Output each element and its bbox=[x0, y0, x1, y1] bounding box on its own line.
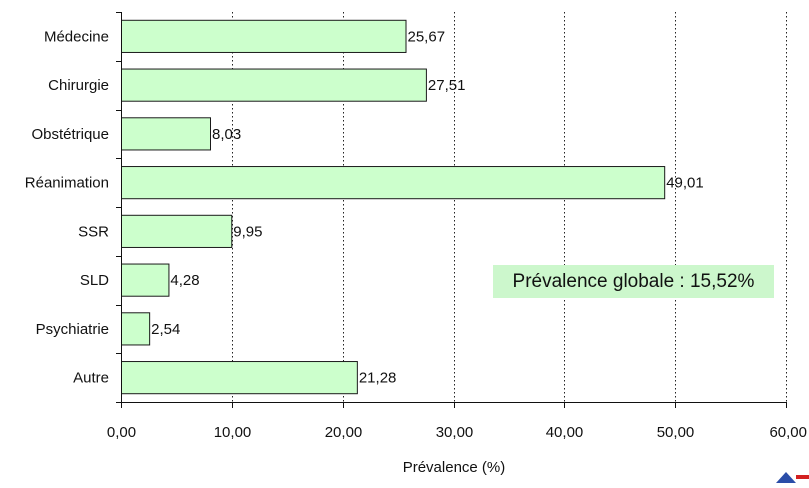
category-label: Chirurgie bbox=[48, 77, 109, 94]
logo-icon bbox=[774, 468, 809, 483]
category-label: Obstétrique bbox=[31, 126, 109, 143]
data-label: 2,54 bbox=[151, 321, 180, 338]
x-tick-label: 60,00 bbox=[769, 424, 807, 441]
category-label: Réanimation bbox=[25, 175, 109, 192]
category-label: SSR bbox=[78, 223, 109, 240]
x-tick-label: 20,00 bbox=[325, 424, 363, 441]
bar bbox=[121, 263, 170, 297]
x-tick-label: 10,00 bbox=[214, 424, 252, 441]
bar bbox=[121, 312, 151, 346]
category-label: SLD bbox=[80, 272, 109, 289]
global-prevalence-annotation: Prévalence globale : 15,52% bbox=[493, 265, 774, 298]
data-label: 49,01 bbox=[666, 175, 704, 192]
x-tick-label: 0,00 bbox=[107, 424, 136, 441]
axes bbox=[116, 12, 787, 408]
category-label: Psychiatrie bbox=[36, 321, 109, 338]
data-label: 9,95 bbox=[233, 223, 262, 240]
bar bbox=[121, 68, 427, 102]
data-label: 8,03 bbox=[212, 126, 241, 143]
category-label: Médecine bbox=[44, 28, 109, 45]
x-tick-label: 50,00 bbox=[657, 424, 695, 441]
data-label: 25,67 bbox=[408, 28, 446, 45]
bars bbox=[121, 19, 666, 395]
data-label: 27,51 bbox=[428, 77, 466, 94]
bar bbox=[121, 19, 407, 53]
category-label: Autre bbox=[73, 370, 109, 387]
data-label: 4,28 bbox=[170, 272, 199, 289]
data-label: 21,28 bbox=[359, 370, 397, 387]
bar bbox=[121, 214, 233, 248]
labels: 25,67 Médecine 27,51 Chirurgie 8,03 Obstétriq… bbox=[25, 28, 807, 441]
bar bbox=[121, 361, 358, 395]
bar bbox=[121, 117, 211, 151]
bar bbox=[121, 166, 666, 200]
x-axis-title: Prévalence (%) bbox=[403, 459, 506, 476]
x-tick-label: 40,00 bbox=[546, 424, 584, 441]
x-tick-label: 30,00 bbox=[436, 424, 474, 441]
